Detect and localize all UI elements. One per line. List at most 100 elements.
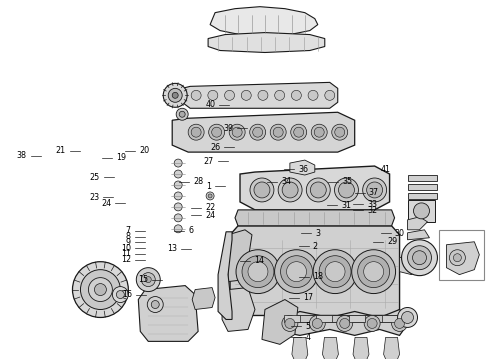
Text: 41: 41 (381, 166, 391, 175)
Circle shape (292, 90, 301, 100)
Text: 10: 10 (121, 244, 131, 253)
Circle shape (335, 178, 358, 202)
Polygon shape (218, 232, 232, 319)
Polygon shape (230, 226, 399, 315)
Text: 5: 5 (305, 322, 311, 331)
Bar (408, 193, 438, 199)
Circle shape (224, 90, 235, 100)
Bar (382, 315, 397, 323)
Circle shape (241, 90, 251, 100)
Circle shape (285, 319, 295, 328)
Circle shape (188, 124, 204, 140)
Bar (284, 315, 300, 323)
Circle shape (89, 278, 112, 302)
Text: 31: 31 (341, 201, 351, 210)
Circle shape (168, 88, 182, 102)
Circle shape (136, 268, 160, 292)
Circle shape (401, 311, 414, 323)
Polygon shape (353, 337, 369, 360)
Circle shape (325, 262, 345, 282)
Circle shape (258, 90, 268, 100)
Polygon shape (290, 160, 315, 175)
Circle shape (332, 124, 348, 140)
Text: 4: 4 (305, 333, 310, 342)
Text: 13: 13 (167, 244, 177, 253)
Text: 29: 29 (387, 237, 397, 246)
Text: 28: 28 (193, 177, 203, 186)
Circle shape (310, 182, 326, 198)
Circle shape (309, 315, 325, 332)
Polygon shape (222, 288, 255, 332)
Text: 38: 38 (17, 151, 27, 160)
Text: 23: 23 (89, 193, 99, 202)
Circle shape (212, 127, 221, 137)
Polygon shape (399, 254, 421, 275)
Circle shape (339, 182, 354, 198)
Text: 17: 17 (303, 293, 313, 302)
Text: 9: 9 (126, 238, 131, 247)
Text: 3: 3 (315, 229, 320, 238)
Circle shape (112, 287, 128, 302)
Polygon shape (138, 285, 198, 341)
Circle shape (191, 127, 201, 137)
Polygon shape (292, 337, 308, 360)
Circle shape (163, 84, 187, 107)
Circle shape (392, 315, 408, 332)
Polygon shape (192, 288, 215, 310)
Polygon shape (240, 166, 390, 210)
Text: 21: 21 (56, 146, 66, 155)
Circle shape (141, 273, 155, 287)
Bar (440, 230, 484, 280)
Circle shape (367, 182, 383, 198)
Text: 2: 2 (313, 242, 318, 251)
Circle shape (397, 307, 417, 328)
Circle shape (319, 256, 351, 288)
Circle shape (275, 90, 285, 100)
Polygon shape (408, 217, 427, 230)
Text: 8: 8 (126, 232, 131, 241)
Text: 26: 26 (210, 143, 221, 152)
Circle shape (367, 319, 377, 328)
Circle shape (147, 297, 163, 312)
Circle shape (229, 124, 245, 140)
Circle shape (306, 178, 330, 202)
Circle shape (394, 319, 405, 328)
Circle shape (337, 315, 353, 332)
Text: 40: 40 (205, 100, 216, 109)
Circle shape (236, 250, 280, 293)
Circle shape (414, 203, 429, 219)
Text: 35: 35 (342, 177, 352, 186)
Circle shape (308, 90, 318, 100)
Circle shape (291, 124, 307, 140)
Circle shape (287, 262, 306, 282)
Circle shape (453, 254, 462, 262)
Polygon shape (280, 310, 410, 336)
Polygon shape (322, 337, 339, 360)
Text: 39: 39 (223, 123, 233, 132)
Circle shape (254, 182, 270, 198)
Text: 11: 11 (121, 249, 131, 258)
Text: 19: 19 (116, 153, 126, 162)
Text: 22: 22 (205, 203, 216, 212)
Text: 30: 30 (395, 229, 405, 238)
Bar (349, 315, 365, 323)
Circle shape (151, 301, 159, 309)
Text: 18: 18 (313, 272, 323, 281)
Text: 6: 6 (188, 226, 193, 235)
Circle shape (253, 127, 263, 137)
Circle shape (242, 256, 274, 288)
Text: 32: 32 (368, 206, 378, 215)
Circle shape (174, 203, 182, 211)
Circle shape (95, 284, 106, 296)
Polygon shape (408, 230, 429, 240)
Text: 34: 34 (281, 177, 291, 186)
Circle shape (172, 92, 178, 98)
Circle shape (314, 127, 324, 137)
Circle shape (174, 225, 182, 233)
Circle shape (449, 250, 466, 266)
Circle shape (281, 256, 313, 288)
Circle shape (209, 124, 224, 140)
Circle shape (174, 192, 182, 200)
Text: 25: 25 (90, 173, 100, 182)
Text: 36: 36 (298, 165, 308, 174)
